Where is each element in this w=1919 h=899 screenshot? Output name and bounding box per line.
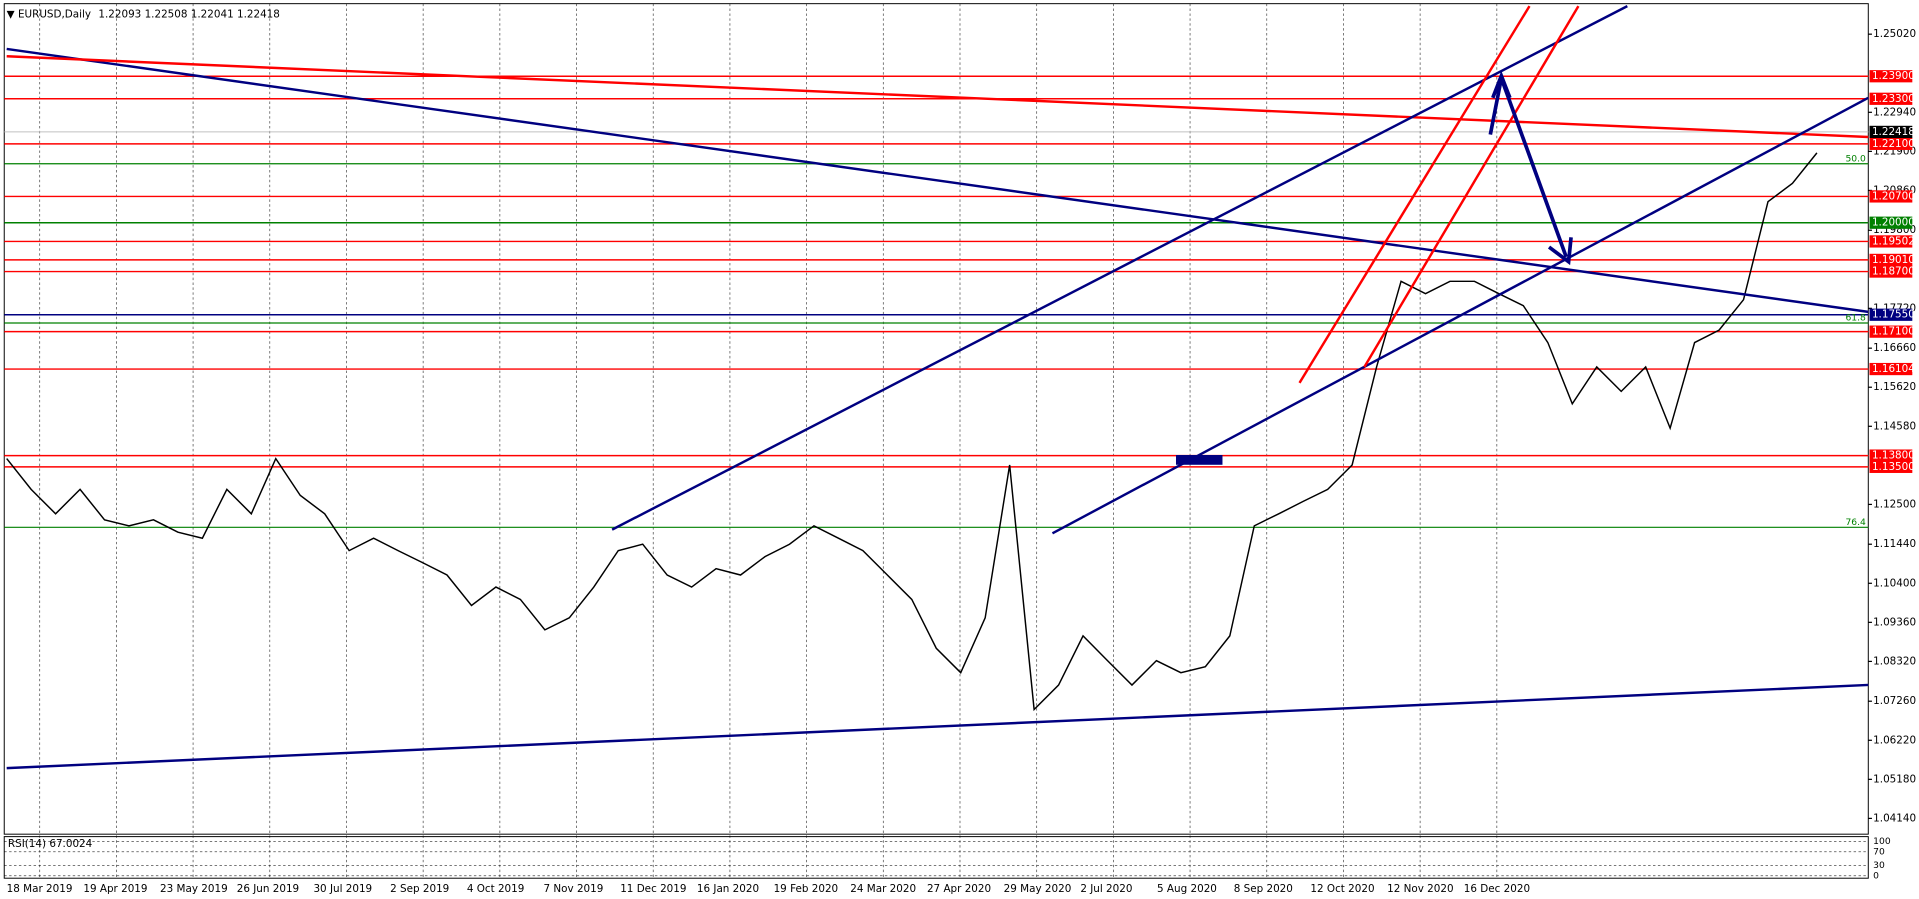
- level-tag: [1869, 92, 1913, 105]
- x-tick-label: 12 Oct 2020: [1310, 883, 1374, 895]
- rsi-tick-label: 100: [1873, 836, 1891, 847]
- current-price-tag: [1869, 125, 1913, 139]
- rsi-pane: [3, 836, 1869, 879]
- level-label: 1.18700: [1872, 266, 1915, 278]
- x-tick-label: 24 Mar 2020: [850, 883, 916, 895]
- price: [6, 152, 1818, 712]
- menu-icon: ▼: [7, 9, 18, 21]
- y-tick-label: 1.12500: [1873, 498, 1916, 510]
- x-tick-label: 16 Dec 2020: [1464, 883, 1530, 895]
- level-tag: [1869, 216, 1913, 229]
- y-tick-label: 1.11440: [1873, 538, 1916, 550]
- level-label: 1.20700: [1872, 190, 1915, 202]
- y-tick-label: 1.04140: [1873, 812, 1916, 824]
- y-tick-label: 1.10400: [1873, 577, 1916, 589]
- y-tick-label: 1.09360: [1873, 616, 1916, 628]
- trend-line: [6, 55, 1869, 139]
- level-label: 1.17100: [1872, 326, 1915, 338]
- level-tag: [1869, 460, 1913, 473]
- level-tag: [1869, 265, 1913, 278]
- level-label: 1.13800: [1872, 450, 1915, 462]
- trend-line: [6, 47, 1869, 314]
- channel-line: [1363, 5, 1580, 368]
- x-tick-label: 12 Nov 2020: [1387, 883, 1453, 895]
- level-label: 1.13500: [1872, 461, 1915, 473]
- fib-label: 61.8: [1845, 313, 1866, 324]
- x-tick-label: 8 Sep 2020: [1234, 883, 1293, 895]
- symbol-header: ▼ EURUSD,Daily 1.22093 1.22508 1.22041 1.…: [7, 9, 280, 21]
- y-tick-label: 1.07260: [1873, 695, 1916, 707]
- y-tick-label: 1.05180: [1873, 773, 1916, 785]
- zone-box: [1175, 455, 1223, 465]
- rsi-tick-label: 70: [1873, 846, 1885, 857]
- trend-line: [6, 683, 1869, 770]
- level-tag: [1869, 253, 1913, 267]
- y-tick-label: 1.25020: [1873, 28, 1916, 40]
- level-tag: [1869, 70, 1913, 83]
- ohlc: 1.22093 1.22508 1.22041 1.22418: [98, 9, 280, 21]
- rsi-label: RSI(14) 67.0024: [8, 838, 93, 850]
- x-tick-label: 29 May 2020: [1004, 883, 1072, 895]
- x-tick-label: 5 Aug 2020: [1157, 883, 1217, 895]
- level-label: 1.23300: [1872, 93, 1915, 105]
- level-label: 1.19010: [1872, 254, 1915, 266]
- fib-label: 50.0: [1845, 153, 1866, 164]
- levels: 50.0 61.8 76.4: [4, 75, 1869, 528]
- level-tag: [1869, 308, 1913, 321]
- x-tick-label: 4 Oct 2019: [467, 883, 525, 895]
- x-tick-label: 26 Jun 2019: [237, 883, 299, 895]
- y-tick-label: 1.16660: [1873, 342, 1916, 354]
- level-label: 1.23900: [1872, 70, 1915, 82]
- arrow-head: [1491, 70, 1512, 99]
- x-tick-label: 2 Jul 2020: [1080, 883, 1132, 895]
- x-tick-label: 19 Apr 2019: [83, 883, 147, 895]
- x-tick-label: 16 Jan 2020: [697, 883, 759, 895]
- x-tick-label: 7 Nov 2019: [544, 883, 604, 895]
- current-price-label: 1.22418: [1872, 126, 1915, 138]
- x-tick-label: 11 Dec 2019: [620, 883, 686, 895]
- x-tick-label: 19 Feb 2020: [774, 883, 839, 895]
- x-tick-label: 2 Sep 2019: [390, 883, 449, 895]
- channel-line: [1298, 5, 1531, 384]
- drawings: [6, 5, 1869, 770]
- x-tick-label: 18 Mar 2019: [7, 883, 73, 895]
- rsi-tick-label: 30: [1873, 860, 1885, 871]
- level-label: 1.17550: [1872, 309, 1915, 321]
- level-tag: [1869, 190, 1913, 203]
- level-tag: [1869, 137, 1913, 150]
- arrow-head: [1547, 237, 1573, 266]
- y-tick-label: 1.06220: [1873, 734, 1916, 746]
- level-tag: [1869, 449, 1913, 462]
- level-label: 1.20000: [1872, 217, 1915, 229]
- symbol: EURUSD,Daily: [18, 9, 91, 21]
- x-tick-label: 30 Jul 2019: [313, 883, 372, 895]
- level-label: 1.22100: [1872, 138, 1915, 150]
- level-tag: [1869, 362, 1913, 376]
- level-label: 1.16104: [1872, 363, 1915, 375]
- x-tick-label: 27 Apr 2020: [927, 883, 991, 895]
- y-tick-label: 1.08320: [1873, 655, 1916, 667]
- fib-label: 76.4: [1845, 517, 1866, 528]
- y-tick-label: 1.14580: [1873, 420, 1916, 432]
- y-tick-label: 1.22940: [1873, 106, 1916, 118]
- main-pane: [3, 3, 1869, 835]
- channel-line: [611, 5, 1628, 531]
- grid: [4, 3, 1869, 879]
- level-tag: [1869, 235, 1913, 248]
- price-axis: 1.250201.229401.219001.208601.198001.177…: [7, 28, 1916, 895]
- rsi-tick-label: 0: [1873, 870, 1879, 881]
- level-label: 1.19502: [1872, 235, 1915, 247]
- price-line: [6, 152, 1818, 712]
- level-tag: [1869, 325, 1913, 338]
- y-tick-label: 1.15620: [1873, 381, 1916, 393]
- x-tick-label: 23 May 2019: [160, 883, 228, 895]
